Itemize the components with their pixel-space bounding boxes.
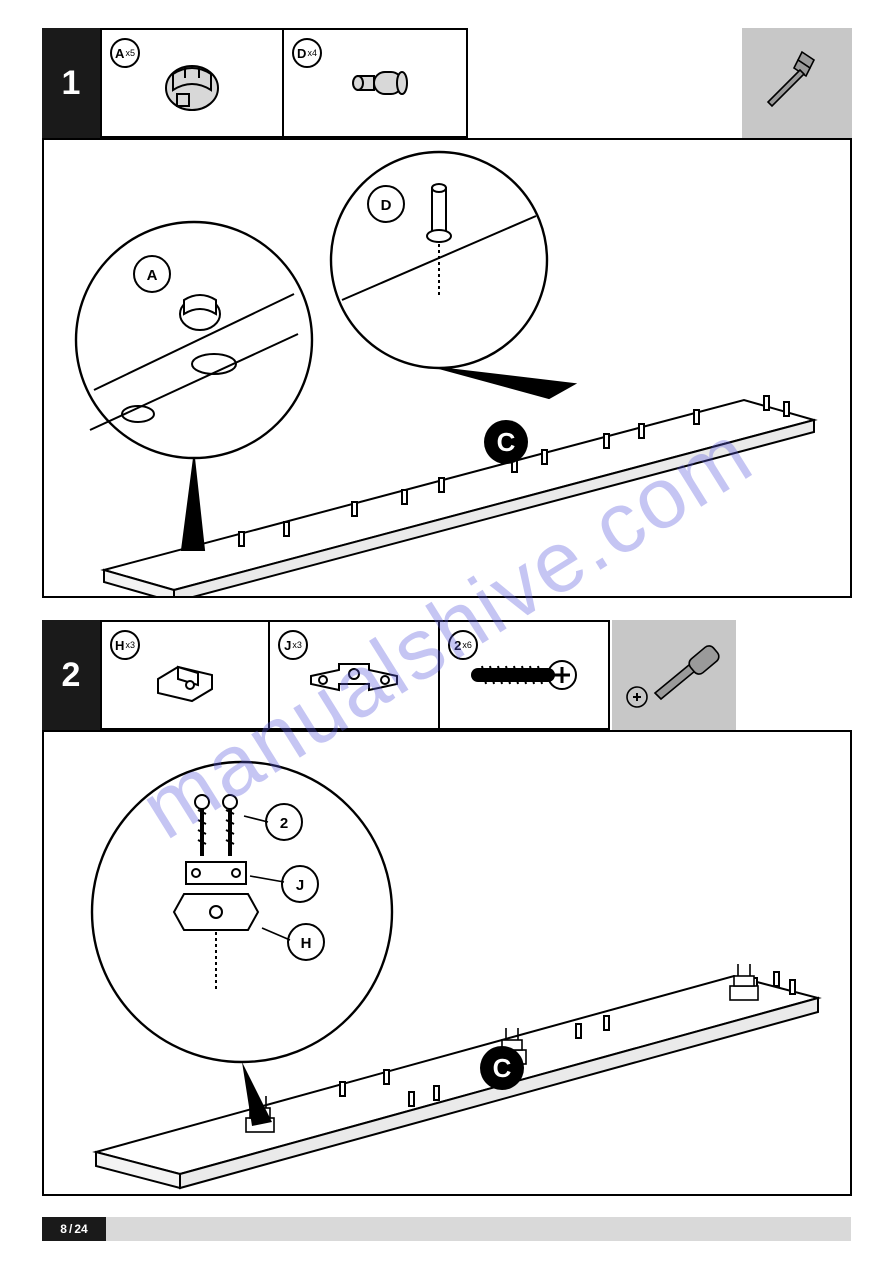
detail-j-label: J xyxy=(296,877,304,894)
footer-spacer xyxy=(106,1217,851,1241)
hammer-icon xyxy=(754,40,840,126)
panel-c-badge-2: C xyxy=(480,1046,524,1090)
part-box-d: D x4 xyxy=(284,28,468,138)
part-badge-2: 2 x6 xyxy=(448,630,478,660)
step2-number: 2 xyxy=(62,656,81,694)
tool-screwdriver-box xyxy=(612,620,736,730)
part-box-2: 2 x6 xyxy=(440,620,610,730)
panel-c-text-2: C xyxy=(493,1053,512,1084)
detail-2-label: 2 xyxy=(280,815,288,832)
part-badge-h: H x3 xyxy=(110,630,140,660)
detail-a-label: A xyxy=(147,267,158,284)
hinge-plate-icon xyxy=(299,650,409,700)
part-badge-j: J x3 xyxy=(278,630,308,660)
page-number: 8 xyxy=(60,1222,67,1236)
step1-parts-row: A x5 D x4 xyxy=(100,28,468,138)
part-qty-a: x5 xyxy=(125,48,135,58)
part-qty-d: x4 xyxy=(307,48,317,58)
step1-header: 1 A x5 D xyxy=(42,28,856,138)
step2-parts-row: H x3 J x3 xyxy=(100,620,610,730)
step2-panel: 2 J H C xyxy=(42,730,852,1196)
part-qty-j: x3 xyxy=(292,640,302,650)
part-code-d: D xyxy=(297,46,306,61)
part-box-j: J x3 xyxy=(270,620,440,730)
part-badge-a: A x5 xyxy=(110,38,140,68)
step1-number: 1 xyxy=(62,64,81,102)
part-code-j: J xyxy=(284,638,291,653)
panel-c-text-1: C xyxy=(497,427,516,458)
screwdriver-icon xyxy=(619,635,729,715)
assembly-page: manualshive.com 1 A x5 xyxy=(0,0,893,1263)
part-code-a: A xyxy=(115,46,124,61)
panel-c-badge-1: C xyxy=(484,420,528,464)
part-qty-h: x3 xyxy=(125,640,135,650)
detail-d-label: D xyxy=(381,197,392,214)
screw-icon xyxy=(464,650,584,700)
step2-drawing: 2 J H xyxy=(44,732,850,1194)
part-box-h: H x3 xyxy=(100,620,270,730)
detail-h-label: H xyxy=(301,935,312,952)
cam-lock-icon xyxy=(147,48,237,118)
part-qty-2: x6 xyxy=(462,640,472,650)
hinge-mount-icon xyxy=(140,645,230,705)
step1-drawing: A D xyxy=(44,140,850,596)
part-box-a: A x5 xyxy=(100,28,284,138)
tool-hammer-box xyxy=(742,28,852,138)
step2-tab: 2 xyxy=(42,620,100,730)
part-badge-d: D x4 xyxy=(292,38,322,68)
dowel-icon xyxy=(330,58,420,108)
step1-panel: A D C xyxy=(42,138,852,598)
step2-header: 2 H x3 J x3 xyxy=(42,620,856,730)
step1-tab: 1 xyxy=(42,28,100,138)
part-code-h: H xyxy=(115,638,124,653)
page-number-cell: 8 / 24 xyxy=(42,1217,106,1241)
page-total: 24 xyxy=(74,1222,87,1236)
page-footer: 8 / 24 xyxy=(42,1217,851,1241)
part-code-2: 2 xyxy=(454,638,461,653)
